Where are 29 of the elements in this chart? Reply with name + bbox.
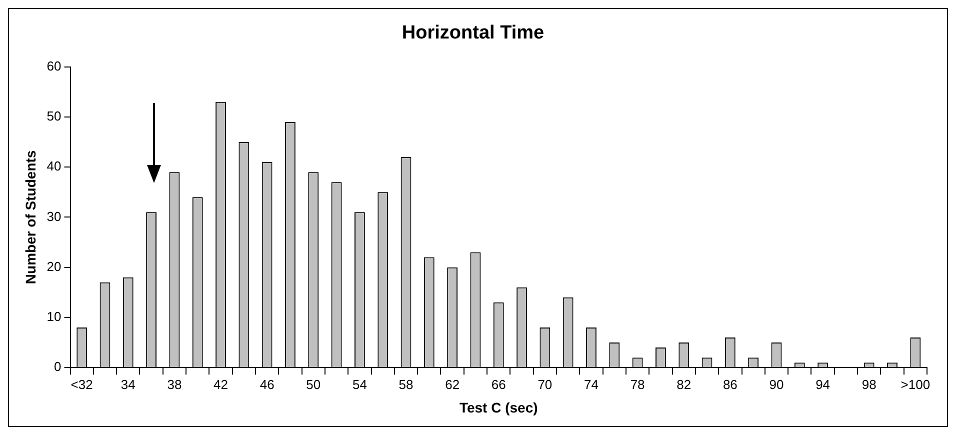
chart-title: Horizontal Time bbox=[402, 22, 544, 44]
x-tick-label: 54 bbox=[352, 376, 367, 392]
x-tick-label: 82 bbox=[676, 376, 692, 392]
x-tick-label: 70 bbox=[538, 376, 552, 392]
x-tick-label: <32 bbox=[70, 376, 93, 392]
x-tick-label: 66 bbox=[491, 376, 506, 392]
x-tick-label: 62 bbox=[445, 376, 460, 392]
y-tick-label: 30 bbox=[46, 208, 62, 224]
x-tick-label: 34 bbox=[120, 376, 136, 392]
x-tick-label: 78 bbox=[630, 376, 645, 392]
y-tick-label: 50 bbox=[46, 108, 62, 124]
y-axis-title: Number of Students bbox=[22, 150, 38, 284]
x-tick-label: 86 bbox=[722, 376, 738, 392]
x-tick-label: 42 bbox=[214, 376, 228, 392]
x-tick-label: 38 bbox=[167, 376, 182, 392]
y-tick-label: 0 bbox=[54, 359, 62, 374]
x-tick-label: 98 bbox=[862, 376, 876, 392]
x-axis-title: Test C (sec) bbox=[459, 399, 538, 416]
y-tick-label: 60 bbox=[46, 58, 62, 74]
x-tick-label: 74 bbox=[584, 376, 598, 392]
x-tick-label: 90 bbox=[769, 376, 784, 392]
y-tick-label: 10 bbox=[46, 309, 62, 324]
x-tick-label: 94 bbox=[816, 376, 830, 392]
x-tick-label: 50 bbox=[306, 376, 321, 392]
x-tick-label: >100 bbox=[900, 376, 930, 392]
x-tick-label: 46 bbox=[260, 376, 274, 392]
y-tick-label: 20 bbox=[46, 258, 62, 274]
x-tick-label: 58 bbox=[398, 376, 414, 392]
y-tick-label: 40 bbox=[46, 158, 62, 174]
